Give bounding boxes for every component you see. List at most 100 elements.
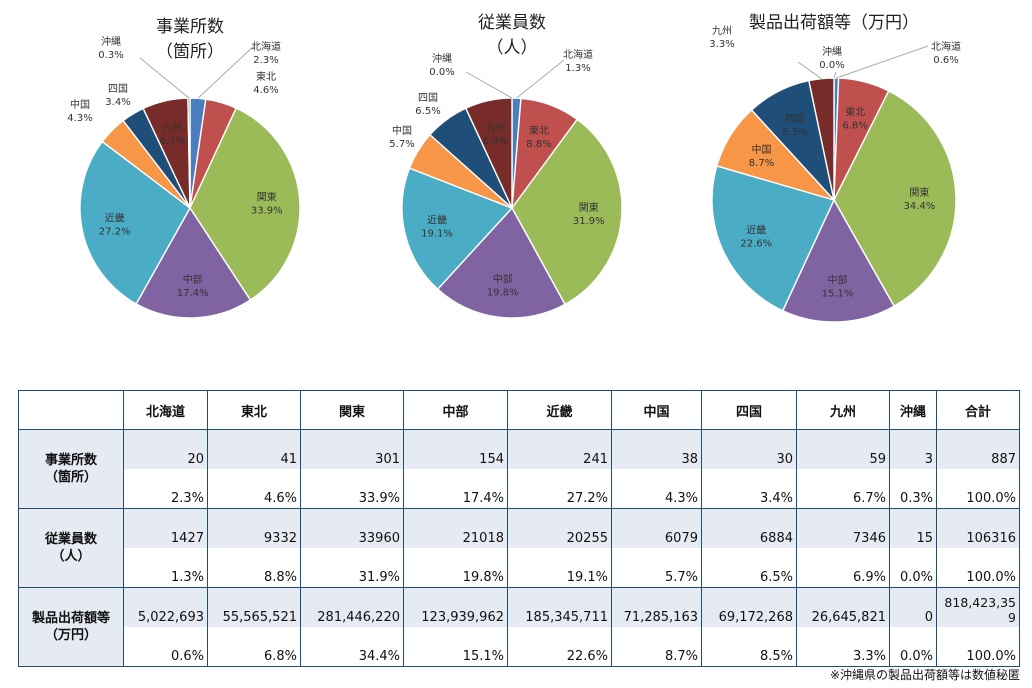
pie-chart-establishments: 事業所数 （箇所） 北海道 2.3% 東北 4.6% 関東 33.9% 中部 17.4% 近畿 27.… [18, 0, 362, 345]
table-cell: 9332 [207, 508, 301, 548]
data-label-chugoku: 中国 5.7% [389, 124, 414, 150]
data-label-chugoku-line: 8.7% [749, 158, 774, 169]
data-label-chubu: 中部 17.4% [177, 273, 209, 299]
table-cell: 6.5% [701, 548, 797, 588]
data-label-okinawa-line: 0.0% [429, 67, 454, 78]
data-label-kanto: 関東 31.9% [573, 201, 605, 227]
data-label-tohoku-line: 6.8% [842, 120, 867, 131]
data-label-chubu: 中部 19.8% [487, 273, 519, 299]
data-label-kyushu: 九州 6.7% [160, 122, 185, 147]
data-label-hokkaido: 北海道 0.6% [931, 40, 961, 66]
data-label-kinki: 近畿 22.6% [740, 223, 772, 249]
leader-line [797, 61, 822, 80]
table-cell: 6079 [611, 508, 702, 548]
table-cell: 71,285,163 [611, 587, 702, 627]
table-cell: 8.5% [701, 627, 797, 667]
data-label-chubu-line: 15.1% [822, 288, 854, 299]
data-label-chubu-line: 中部 [828, 273, 848, 286]
data-label-kanto: 関東 34.4% [904, 186, 936, 212]
data-label-kanto: 関東 33.9% [251, 190, 283, 216]
data-label-kinki-line: 近畿 [427, 214, 447, 227]
table-cell: 55,565,521 [207, 587, 301, 627]
table-cell: 0.3% [889, 469, 937, 509]
table-cell: 0.0% [889, 627, 937, 667]
leader-line [836, 45, 929, 79]
chart-subtitle: （人） [487, 38, 538, 58]
row-header-establishments: 事業所数 （箇所） [18, 429, 124, 509]
table-cell: 8.8% [207, 548, 301, 588]
data-label-kinki-line: 22.6% [740, 238, 772, 249]
pie-slice-chubu [135, 206, 252, 319]
table-cell: 33960 [300, 508, 404, 548]
column-header: 関東 [300, 390, 404, 430]
data-label-okinawa: 沖縄 0.0% [819, 45, 844, 71]
data-label-shikoku-line: 3.4% [105, 97, 130, 108]
table-row-establishments-percents: 2.3% 4.6% 33.9% 17.4% 27.2% 4.3% 3.4% 6.… [19, 469, 1020, 509]
table-cell: 241 [507, 429, 612, 469]
pie-slice-kanto [189, 107, 301, 301]
data-label-chubu-line: 19.8% [487, 288, 519, 299]
table-cell: 6.9% [796, 548, 890, 588]
table-cell: 30 [701, 429, 797, 469]
table-cell: 818,423,359 [936, 587, 1020, 627]
table-cell: 21018 [403, 508, 508, 548]
pie-slice-kinki [401, 167, 514, 291]
data-label-tohoku: 東北 4.6% [253, 70, 278, 96]
leader-line [465, 71, 513, 99]
row-header-line: 製品出荷額等 [31, 611, 110, 626]
table-header-row: 北海道 東北 関東 中部 近畿 中国 四国 九州 沖縄 合計 [18, 390, 1020, 430]
data-label-tohoku-line: 4.6% [253, 85, 278, 96]
table-cell: 2.3% [123, 469, 208, 509]
table-cell: 20255 [507, 508, 612, 548]
data-label-kanto-line: 33.9% [251, 205, 283, 216]
row-header-line: （万円） [44, 628, 97, 643]
data-label-kinki-line: 近畿 [105, 212, 125, 225]
table-cell: 100.0% [936, 469, 1020, 509]
table-cell: 34.4% [300, 627, 404, 667]
table-cell: 5.7% [611, 548, 702, 588]
data-label-shikoku: 四国 3.4% [105, 83, 130, 108]
table-cell: 19.1% [507, 548, 612, 588]
data-label-tohoku-line: 東北 [256, 70, 276, 83]
chart-title: 製品出荷額等（万円） [749, 13, 919, 33]
data-label-okinawa-line: 沖縄 [822, 45, 842, 58]
row-header-line: 従業員数 [44, 532, 97, 547]
header-corner [18, 390, 124, 430]
data-label-kyushu: 九州 6.9% [483, 122, 508, 147]
data-label-shikoku: 四国 8.5% [782, 113, 807, 138]
table-cell: 27.2% [507, 469, 612, 509]
table-cell: 4.6% [207, 469, 301, 509]
table-cell: 1.3% [123, 548, 208, 588]
table-cell: 41 [207, 429, 301, 469]
table-cell: 38 [611, 429, 702, 469]
table-cell: 8.7% [611, 627, 702, 667]
data-label-tohoku-line: 8.8% [526, 139, 551, 150]
row-header-employees: 従業員数 （人） [18, 508, 124, 588]
table-cell: 17.4% [403, 469, 508, 509]
table-cell: 6.7% [796, 469, 890, 509]
table-cell: 33.9% [300, 469, 404, 509]
table-cell: 154 [403, 429, 508, 469]
table-row-shipments-values: 製品出荷額等 （万円） 5,022,693 55,565,521 281,446,… [18, 587, 1020, 667]
data-label-kanto-line: 関東 [257, 190, 277, 203]
pie-slice-kanto [833, 90, 957, 308]
data-label-shikoku-line: 6.5% [415, 106, 440, 117]
leader-line [833, 71, 837, 79]
data-label-kinki: 近畿 19.1% [421, 214, 453, 240]
data-label-okinawa-line: 沖縄 [432, 52, 452, 65]
data-label-tohoku: 東北 6.8% [842, 105, 867, 131]
data-label-tohoku: 東北 8.8% [526, 124, 551, 150]
data-label-hokkaido-line: 1.3% [565, 63, 590, 74]
table-cell: 69,172,268 [701, 587, 797, 627]
data-label-kyushu-line: 九州 [485, 122, 505, 134]
data-label-shikoku: 四国 6.5% [415, 92, 440, 117]
data-label-kanto-line: 34.4% [904, 201, 936, 212]
data-label-okinawa: 沖縄 0.3% [98, 35, 123, 61]
leader-line [197, 43, 257, 99]
data-label-hokkaido-line: 北海道 [563, 48, 593, 61]
data-label-kinki-line: 27.2% [99, 227, 131, 238]
column-header: 四国 [701, 390, 797, 430]
data-label-chugoku-line: 中国 [70, 98, 90, 111]
data-label-chubu-line: 中部 [493, 273, 513, 286]
data-label-chubu-line: 中部 [183, 273, 203, 286]
